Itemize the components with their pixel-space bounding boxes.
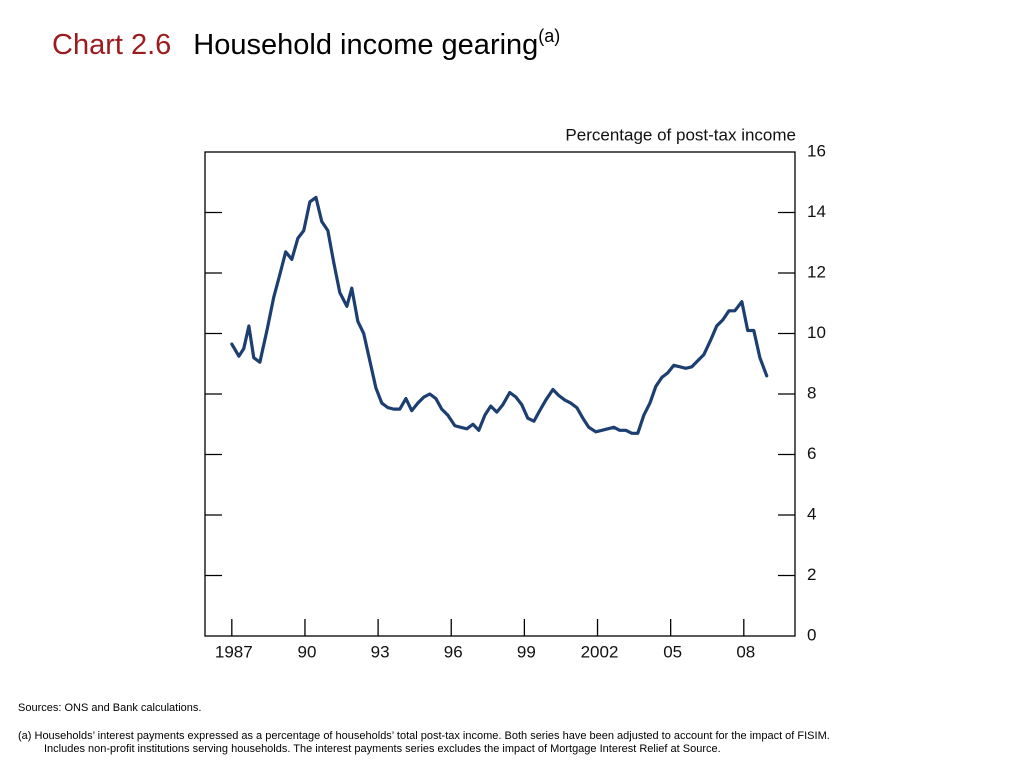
y-tick-label: 8 (807, 383, 816, 402)
x-tick-label: 08 (736, 642, 755, 661)
y-tick-label: 6 (807, 444, 816, 463)
y-axis-label: Percentage of post-tax income (565, 125, 796, 144)
note-line: Includes non-profit institutions serving… (44, 743, 721, 755)
y-tick-label: 0 (807, 625, 816, 644)
x-tick-label: 99 (517, 642, 536, 661)
x-tick-label: 2002 (581, 642, 619, 661)
plot-frame (204, 151, 796, 637)
y-tick-label: 10 (807, 323, 826, 342)
y-tick-label: 2 (807, 565, 816, 584)
x-tick-label: 93 (371, 642, 390, 661)
x-tick-label: 90 (297, 642, 316, 661)
y-tick-label: 4 (807, 504, 816, 523)
slide-title: Chart 2.6 Household income gearing(a) (52, 26, 560, 61)
title-note: (a) (538, 26, 560, 46)
y-tick-label: 14 (807, 202, 826, 221)
note-line: (a) Households’ interest payments expres… (18, 730, 830, 742)
x-tick-label: 05 (663, 642, 682, 661)
x-tick-label: 1987 (215, 642, 253, 661)
chart-title: Household income gearing (193, 29, 538, 61)
data-line (230, 195, 769, 435)
y-tick-label: 16 (807, 141, 826, 160)
y-tick-label: 12 (807, 262, 826, 281)
sources: Sources: ONS and Bank calculations. (18, 702, 201, 714)
chart-number: Chart 2.6 (52, 29, 171, 61)
x-tick-label: 96 (444, 642, 463, 661)
